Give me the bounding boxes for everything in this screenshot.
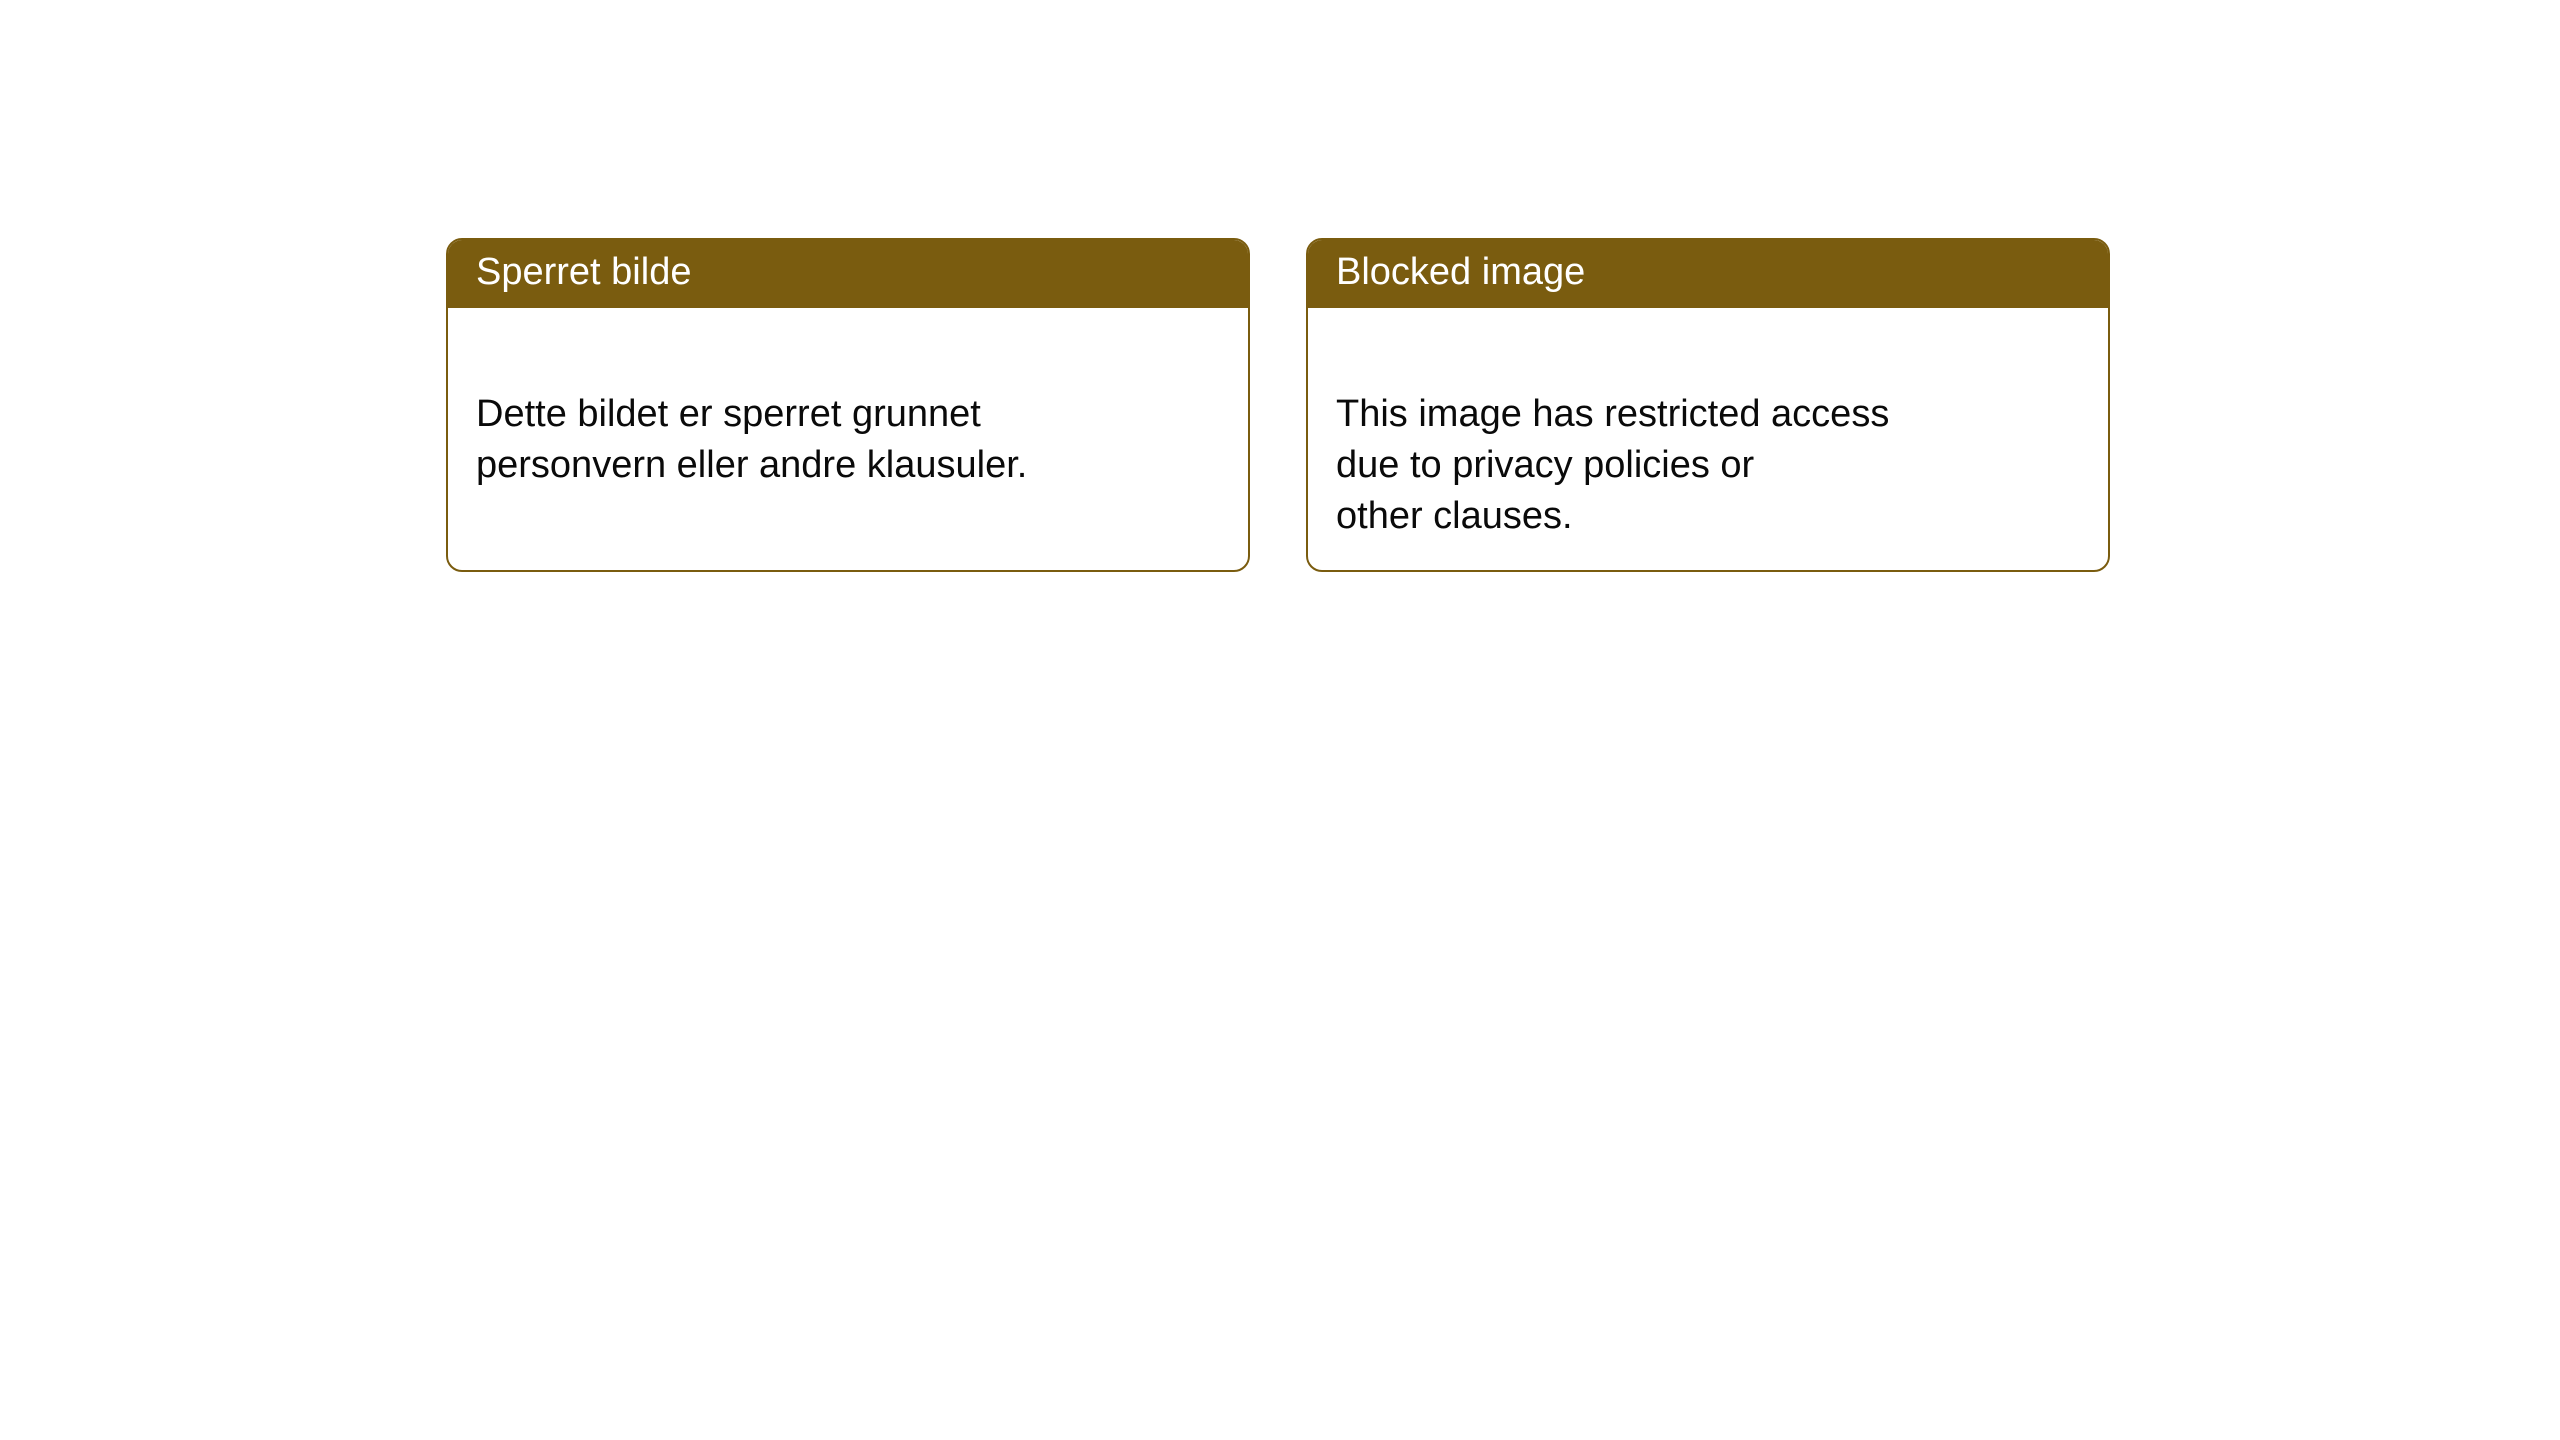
notice-body-text: Dette bildet er sperret grunnet personve… bbox=[476, 393, 1027, 486]
notice-header-norwegian: Sperret bilde bbox=[448, 240, 1248, 308]
notice-body-norwegian: Dette bildet er sperret grunnet personve… bbox=[448, 308, 1248, 522]
notice-card-english: Blocked image This image has restricted … bbox=[1306, 238, 2110, 572]
notice-title: Sperret bilde bbox=[476, 251, 691, 293]
notice-body-english: This image has restricted access due to … bbox=[1308, 308, 2108, 572]
notice-title: Blocked image bbox=[1336, 251, 1585, 293]
notice-card-norwegian: Sperret bilde Dette bildet er sperret gr… bbox=[446, 238, 1250, 572]
notice-header-english: Blocked image bbox=[1308, 240, 2108, 308]
notice-container: Sperret bilde Dette bildet er sperret gr… bbox=[0, 0, 2560, 572]
notice-body-text: This image has restricted access due to … bbox=[1336, 393, 1889, 538]
